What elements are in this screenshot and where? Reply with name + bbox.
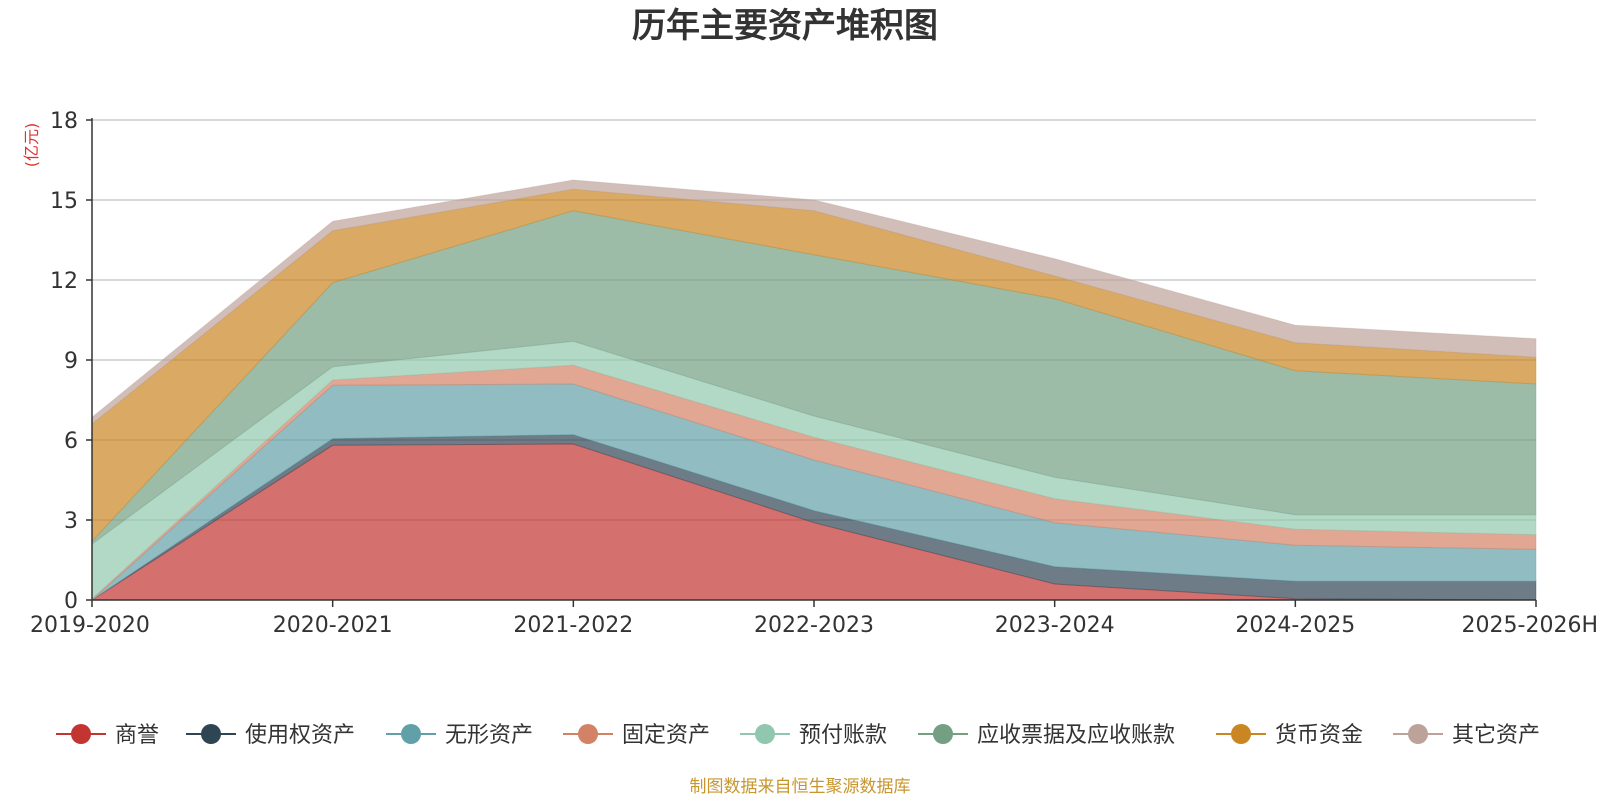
legend-marker bbox=[578, 724, 598, 744]
legend-item-6[interactable]: 货币资金 bbox=[1216, 723, 1363, 748]
y-axis-unit-label: (亿元) bbox=[22, 123, 41, 168]
axes: 0 3 6 9 12 15 18 2019-2020 2020-2021 2021-2022 202… bbox=[30, 109, 1598, 638]
legend-label: 应收票据及应收账款 bbox=[977, 723, 1175, 748]
area-series-5 bbox=[91, 210, 1537, 545]
x-tick-label: 2023-2024 bbox=[995, 613, 1115, 638]
x-tick-label: 2019-2020 bbox=[30, 613, 150, 638]
x-tick-label: 2020-2021 bbox=[273, 613, 393, 638]
legend-label: 其它资产 bbox=[1452, 723, 1540, 748]
area-series-4 bbox=[91, 340, 1537, 600]
y-tick-label: 12 bbox=[50, 269, 78, 294]
legend-marker bbox=[1231, 724, 1251, 744]
legend-marker bbox=[755, 724, 775, 744]
area-series-7 bbox=[91, 179, 1537, 426]
x-tick-label: 2025-2026H bbox=[1462, 613, 1598, 638]
chart-title: 历年主要资产堆积图 bbox=[632, 6, 938, 46]
x-tick-label: 2022-2023 bbox=[754, 613, 874, 638]
legend-item-7[interactable]: 其它资产 bbox=[1393, 723, 1540, 748]
legend-item-3[interactable]: 固定资产 bbox=[563, 723, 710, 748]
y-tick-label: 9 bbox=[64, 349, 78, 374]
legend-label: 预付账款 bbox=[799, 723, 887, 748]
legend-item-1[interactable]: 使用权资产 bbox=[186, 723, 355, 748]
legend-marker bbox=[401, 724, 421, 744]
y-tick-label: 6 bbox=[64, 429, 78, 454]
legend-label: 无形资产 bbox=[445, 723, 533, 748]
legend-item-0[interactable]: 商誉 bbox=[56, 723, 159, 748]
legend-item-2[interactable]: 无形资产 bbox=[386, 723, 533, 748]
y-tick-label: 15 bbox=[50, 189, 78, 214]
legend-label: 使用权资产 bbox=[245, 723, 355, 748]
legend-item-5[interactable]: 应收票据及应收账款 bbox=[918, 723, 1175, 748]
area-layers bbox=[90, 179, 1537, 602]
source-note: 制图数据来自恒生聚源数据库 bbox=[690, 777, 911, 797]
y-tick-label: 0 bbox=[64, 589, 78, 614]
legend-marker bbox=[201, 724, 221, 744]
x-tick-label: 2024-2025 bbox=[1235, 613, 1355, 638]
y-tick-label: 3 bbox=[64, 509, 78, 534]
legend-label: 固定资产 bbox=[622, 723, 710, 748]
legend-label: 商誉 bbox=[115, 723, 159, 748]
legend-item-4[interactable]: 预付账款 bbox=[740, 723, 887, 748]
y-tick-label: 18 bbox=[50, 109, 78, 134]
legend-marker bbox=[71, 724, 91, 744]
legend-marker bbox=[1408, 724, 1428, 744]
legend-label: 货币资金 bbox=[1275, 723, 1363, 748]
x-tick-label: 2021-2022 bbox=[513, 613, 633, 638]
legend-marker bbox=[933, 724, 953, 744]
legend: 商誉 使用权资产 无形资产 固定资产 预付账款 应收票据及应收账款 货币资金 其它资产 bbox=[56, 723, 1540, 748]
